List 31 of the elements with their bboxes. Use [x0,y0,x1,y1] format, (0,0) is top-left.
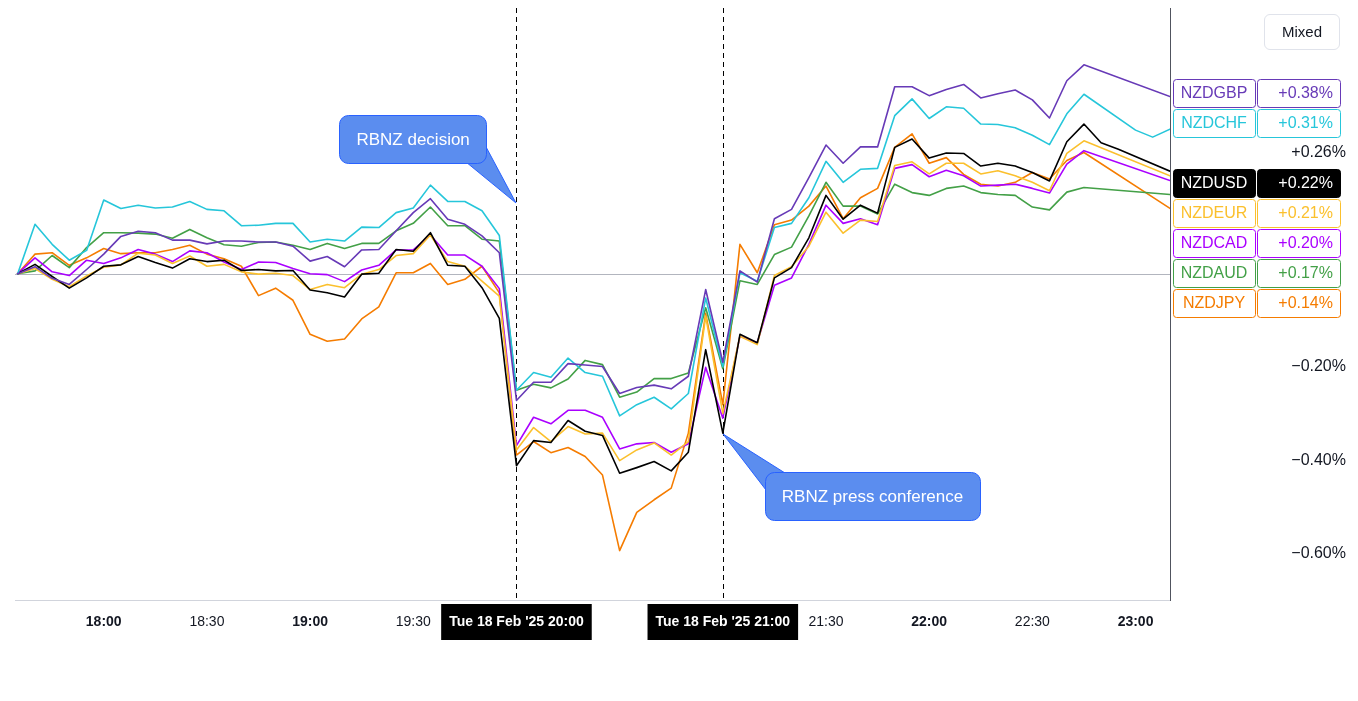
x-tick-label: 19:30 [395,613,431,630]
x-tick-label: 23:00 [1117,613,1154,630]
y-tick-label: −0.20% [1291,357,1346,375]
text: +0.17% [1278,263,1333,281]
text: +0.14% [1278,293,1333,311]
x-tick-label: 19:00 [292,613,329,630]
text: +0.38% [1278,83,1333,101]
text: NZDCAD [1180,233,1248,251]
ref-line-label: Tue 18 Feb '25 21:00 [655,612,791,629]
x-tick-label: 22:00 [911,613,948,630]
y-tick-label: −0.60% [1291,543,1346,561]
series-label: NZDGBP [1180,83,1248,101]
ref-line-label: Tue 18 Feb '25 20:00 [449,612,584,629]
text: NZDAUD [1180,263,1248,281]
x-tick-label: 18:30 [189,613,225,630]
x-tick-label: 22:30 [1014,613,1051,630]
x-tick-label: 21:30 [808,613,844,630]
x-tick-label: 18:00 [85,613,122,630]
text: +0.22% [1278,173,1333,191]
text: +0.20% [1278,233,1333,251]
series-label: NZDUSD [1180,173,1248,191]
text: +0.31% [1278,113,1333,131]
series-label: NZDCHF [1181,113,1248,131]
series-label: NZDEUR [1180,203,1248,221]
text: +0.21% [1278,203,1333,221]
text: NZDJPY [1182,293,1246,311]
annotation: RBNZ press conference [781,487,964,508]
y-tick-label: +0.26% [1291,142,1346,160]
mode-button: Mixed [1264,14,1340,50]
annotation: RBNZ decision [356,130,470,151]
y-tick-label: −0.40% [1291,450,1346,468]
